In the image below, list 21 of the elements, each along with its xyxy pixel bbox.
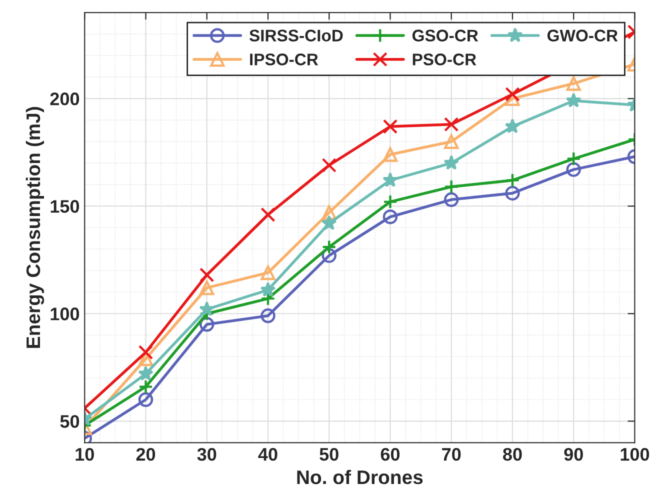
- x-tick-label: 70: [442, 448, 461, 461]
- x-tick-label: 90: [564, 448, 583, 461]
- legend-label: GWO-CR: [547, 30, 618, 42]
- y-tick-label: 50: [60, 415, 80, 428]
- x-tick-label: 80: [503, 448, 522, 461]
- x-tick-label: 40: [258, 448, 278, 461]
- x-tick-label: 100: [620, 448, 650, 461]
- y-axis-title: Energy Consumption (mJ): [26, 107, 44, 348]
- y-tick-label: 100: [50, 308, 80, 320]
- x-tick-label: 50: [320, 448, 338, 461]
- x-axis-title: No. of Drones: [297, 470, 423, 484]
- x-tick-label: 20: [136, 448, 156, 461]
- legend-label: IPSO-CR: [250, 54, 318, 66]
- x-tick-label: 10: [76, 448, 94, 461]
- legend-label: SIRSS-CIoD: [249, 30, 343, 42]
- y-tick-label: 150: [50, 200, 80, 213]
- x-tick-label: 30: [197, 448, 216, 461]
- y-tick-label: 200: [50, 92, 80, 106]
- x-tick-label: 60: [380, 448, 400, 461]
- legend-label: GSO-CR: [412, 30, 478, 42]
- legend-label: PSO-CR: [412, 54, 476, 66]
